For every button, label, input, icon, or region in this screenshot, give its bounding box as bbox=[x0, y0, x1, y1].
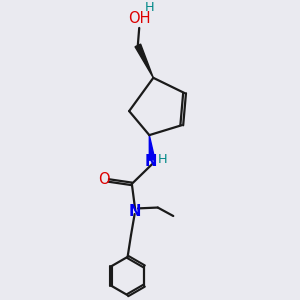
Text: N: N bbox=[129, 204, 141, 219]
Polygon shape bbox=[149, 135, 155, 160]
Text: N: N bbox=[145, 154, 157, 169]
Text: H: H bbox=[158, 153, 168, 167]
Polygon shape bbox=[135, 44, 153, 78]
Text: O: O bbox=[98, 172, 110, 187]
Text: OH: OH bbox=[128, 11, 151, 26]
Text: H: H bbox=[145, 1, 155, 14]
